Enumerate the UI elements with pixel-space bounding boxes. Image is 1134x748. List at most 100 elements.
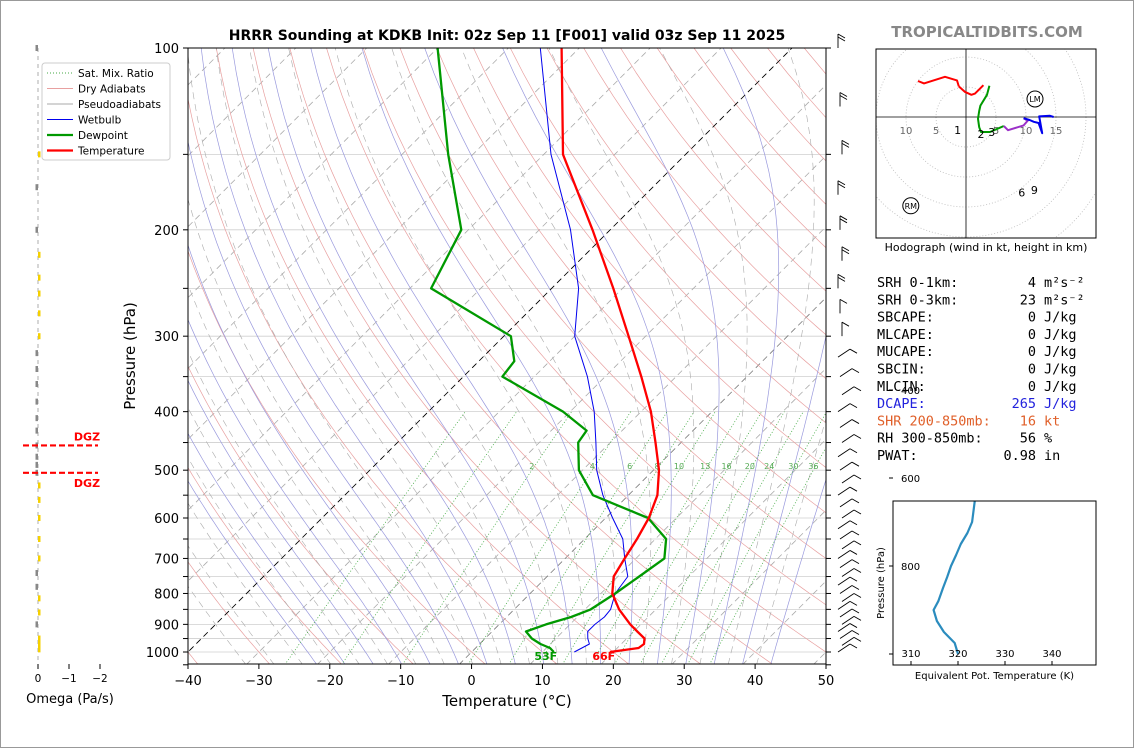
stat-value: 56 bbox=[1020, 431, 1036, 447]
wind-barb-staff bbox=[837, 600, 851, 610]
hodograph-segment bbox=[958, 84, 985, 96]
skewt-traces: 53F 66F bbox=[429, 48, 668, 663]
wind-barb-staff bbox=[839, 498, 853, 508]
omega-bar bbox=[38, 151, 41, 158]
pseudoadiabat-dashed bbox=[288, 48, 559, 664]
y-tick-label: 800 bbox=[154, 587, 179, 602]
stat-unit: in bbox=[1044, 448, 1060, 464]
wind-barb-flag bbox=[853, 540, 862, 546]
surface-temperature-label: 66F bbox=[592, 650, 615, 663]
x-tick-label: −40 bbox=[174, 674, 201, 689]
pseudoadiabat bbox=[188, 379, 374, 664]
wind-barb-staff bbox=[841, 636, 855, 646]
theta-e-y-tick-label: 400 bbox=[901, 386, 920, 397]
wind-barb-flag bbox=[837, 36, 846, 42]
wind-barb-flag bbox=[837, 273, 846, 279]
stat-value: 0 bbox=[1028, 327, 1036, 343]
dry-adiabat bbox=[215, 48, 630, 664]
omega-bar bbox=[38, 635, 41, 642]
hodograph-segment bbox=[917, 75, 960, 87]
dry-adiabat bbox=[188, 561, 271, 664]
stat-label: DCAPE: bbox=[877, 396, 926, 412]
right-mover-label: RM bbox=[905, 202, 918, 211]
omega-bar bbox=[38, 333, 41, 340]
x-tick-label: 30 bbox=[676, 674, 693, 689]
y-tick-label: 400 bbox=[154, 406, 179, 421]
wind-barb-flag bbox=[851, 368, 860, 374]
omega-bar bbox=[38, 646, 41, 653]
pseudoadiabat bbox=[424, 48, 633, 664]
omega-x-tick-label: −2 bbox=[92, 673, 107, 685]
theta-e-y-label: Pressure (hPa) bbox=[876, 547, 887, 619]
omega-bar bbox=[38, 515, 41, 522]
omega-bar bbox=[35, 415, 38, 422]
wind-barb-staff bbox=[841, 386, 855, 396]
wind-barb-staff bbox=[841, 509, 855, 519]
dgz-label: DGZ bbox=[74, 477, 100, 490]
wind-barb-staff bbox=[837, 403, 851, 413]
y-tick-label: 900 bbox=[154, 618, 179, 633]
hodograph-ring-label: 10 bbox=[1020, 126, 1033, 137]
wind-barb-flag bbox=[849, 643, 858, 649]
pseudoadiabat bbox=[600, 48, 720, 664]
dry-adiabat bbox=[509, 48, 826, 424]
x-tick-label: 50 bbox=[818, 674, 835, 689]
isotherm-line bbox=[188, 48, 722, 582]
pseudoadiabat bbox=[770, 478, 826, 664]
pseudoadiabat-dashed bbox=[391, 48, 617, 664]
omega-bar bbox=[38, 555, 41, 562]
wind-barb-staff bbox=[839, 559, 853, 569]
wind-barb-flag bbox=[837, 276, 846, 282]
right-mover-marker bbox=[902, 197, 920, 215]
pseudoadiabat-dashed bbox=[188, 52, 473, 664]
wind-barb-staff bbox=[841, 593, 855, 602]
surface-dewpoint-label: 53F bbox=[534, 650, 557, 663]
stat-unit: % bbox=[1044, 431, 1052, 447]
dry-adiabat bbox=[188, 467, 342, 664]
mixing-ratio-line bbox=[687, 412, 826, 664]
y-tick-label: 200 bbox=[154, 224, 179, 239]
stat-unit: kt bbox=[1044, 413, 1060, 429]
theta-e-panel: 310 320 330 340 400 600 800 Equivalent Pot. Tem… bbox=[876, 386, 1097, 682]
mixing-ratio-line bbox=[639, 411, 785, 664]
wind-barb-staff bbox=[837, 623, 851, 632]
stat-unit: J/kg bbox=[1044, 310, 1077, 326]
skewt-axes: −40 −30 −20 −10 0 10 20 30 40 50 100 200 300 400 500 60… bbox=[121, 42, 834, 710]
wind-barb-flag bbox=[853, 615, 862, 621]
wind-barb-staff bbox=[837, 486, 851, 496]
stat-value: 265 bbox=[1012, 396, 1036, 412]
omega-bar bbox=[38, 290, 41, 297]
stat-label: SRH 0-3km: bbox=[877, 292, 958, 308]
hodograph-caption: Hodograph (wind in kt, height in km) bbox=[885, 241, 1088, 254]
legend-entry: Dewpoint bbox=[78, 130, 128, 142]
wind-barb-flag bbox=[853, 593, 862, 598]
x-axis-label: Temperature (°C) bbox=[441, 692, 571, 710]
pseudoadiabat bbox=[200, 48, 488, 664]
stat-label: RH 300-850mb: bbox=[877, 431, 983, 447]
pseudoadiabat-dashed bbox=[548, 48, 695, 664]
wind-barbs bbox=[837, 33, 862, 653]
omega-x-label: Omega (Pa/s) bbox=[26, 692, 114, 707]
stat-label: MLCAPE: bbox=[877, 327, 934, 343]
isotherm-line bbox=[317, 155, 826, 664]
skewt-background-lines: 2 4 6 8 10 13 16 20 24 30 36 bbox=[188, 48, 826, 664]
pseudoadiabat bbox=[361, 48, 601, 664]
hodograph-height-label: 3 bbox=[988, 126, 995, 139]
hodograph-frame bbox=[875, 48, 1097, 239]
wind-barb-staff bbox=[839, 585, 853, 594]
wind-barb-flag bbox=[849, 576, 858, 582]
chart-title: HRRR Sounding at KDKB Init: 02z Sep 11 [… bbox=[229, 28, 785, 44]
wind-barb-flag bbox=[839, 95, 848, 100]
hodograph-ring-label: 15 bbox=[1050, 126, 1063, 137]
wind-barb-staff bbox=[841, 474, 855, 484]
wind-barb-staff bbox=[837, 643, 851, 653]
mixing-ratio-label: 4 bbox=[590, 462, 595, 471]
pseudoadiabat-dashed bbox=[188, 585, 246, 664]
legend-entry: Temperature bbox=[77, 146, 145, 158]
site-watermark: TROPICALTIDBITS.COM bbox=[891, 23, 1083, 41]
theta-e-content bbox=[932, 501, 976, 655]
omega-x-tick-label: −1 bbox=[61, 673, 76, 685]
pseudoadiabat bbox=[188, 318, 402, 664]
dry-adiabat bbox=[188, 97, 558, 664]
theta-e-frame bbox=[892, 500, 1097, 666]
